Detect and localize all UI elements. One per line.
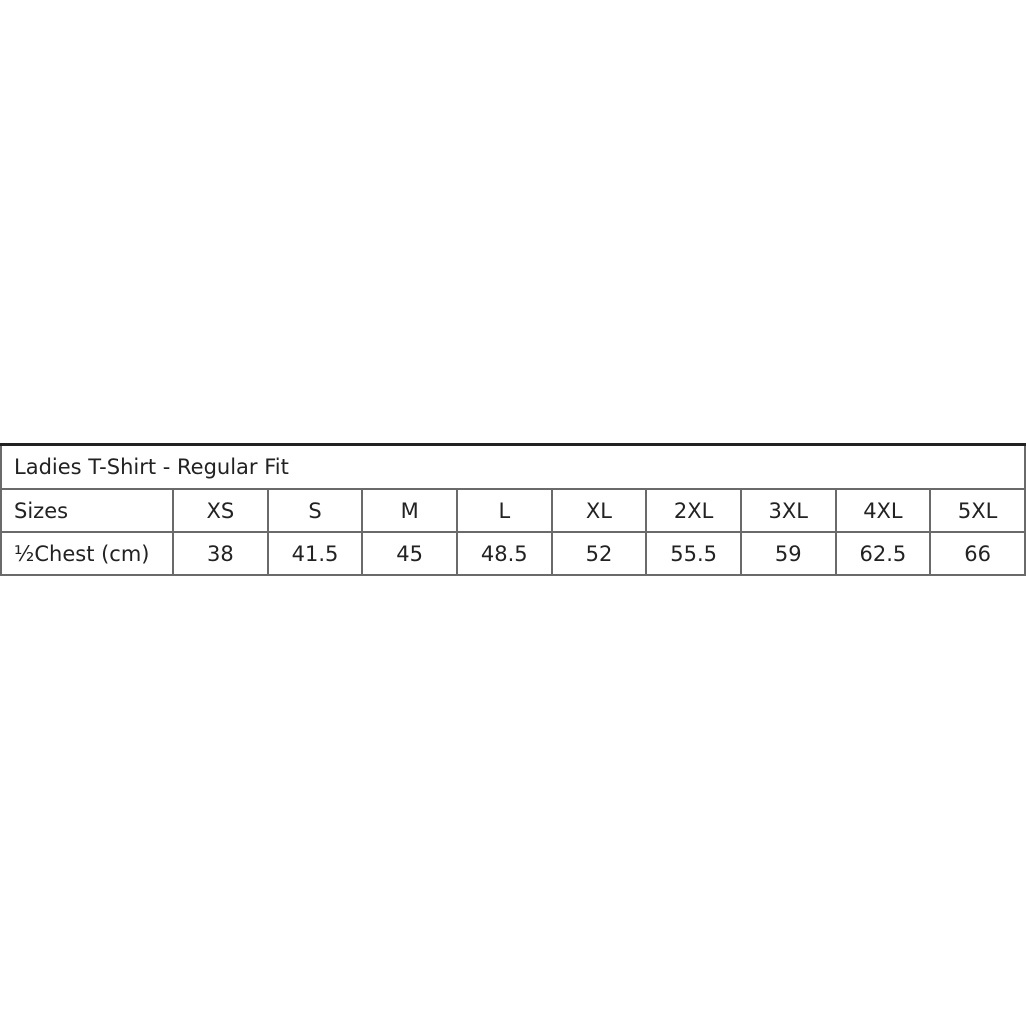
size-cell: 2XL [645,488,742,533]
chest-cell: 55.5 [645,531,742,576]
row-label: Sizes [0,488,174,533]
chest-cell: 59 [739,531,837,576]
size-cell: 5XL [929,488,1026,533]
table-row: Sizes XS S M L XL 2XL 3XL 4XL 5XL [0,488,1026,533]
size-cell: 4XL [834,488,932,533]
table-title-row: Ladies T-Shirt - Regular Fit [0,444,1026,490]
chest-cell: 38 [172,531,269,576]
chest-cell: 52 [550,531,648,576]
table-title: Ladies T-Shirt - Regular Fit [0,444,1026,490]
size-chart-table: Ladies T-Shirt - Regular Fit Sizes XS S M L… [0,443,1026,576]
table-row: ½Chest (cm) 38 41.5 45 48.5 52 55.5 59 62.5 66 [0,531,1026,576]
size-cell: S [266,488,364,533]
chest-cell: 66 [929,531,1026,576]
size-cell: XL [550,488,648,533]
size-cell: M [361,488,458,533]
chest-cell: 41.5 [266,531,364,576]
chest-cell: 48.5 [455,531,553,576]
chest-cell: 62.5 [834,531,932,576]
size-cell: 3XL [739,488,837,533]
size-cell: XS [172,488,269,533]
row-label: ½Chest (cm) [0,531,174,576]
chest-cell: 45 [361,531,458,576]
size-cell: L [455,488,553,533]
